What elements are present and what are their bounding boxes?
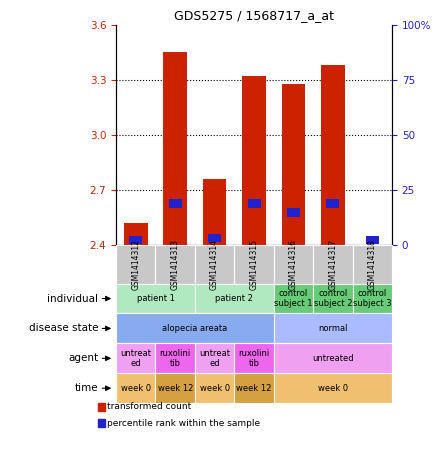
Text: patient 2: patient 2 — [215, 294, 253, 303]
Text: time: time — [75, 383, 99, 393]
Bar — [208, 234, 221, 242]
Bar — [155, 245, 195, 284]
Bar — [116, 284, 195, 313]
Text: GSM1414317: GSM1414317 — [328, 239, 337, 289]
Bar — [195, 245, 234, 284]
Text: GSM1414318: GSM1414318 — [368, 239, 377, 289]
Bar — [326, 199, 339, 207]
Bar — [234, 245, 274, 284]
Text: week 12: week 12 — [237, 384, 272, 393]
Bar — [99, 419, 106, 427]
Text: untreated: untreated — [312, 354, 354, 363]
Bar — [274, 373, 392, 403]
Text: GSM1414315: GSM1414315 — [250, 239, 258, 289]
Text: week 12: week 12 — [158, 384, 193, 393]
Bar — [99, 403, 106, 411]
Bar — [116, 245, 155, 284]
Bar — [274, 343, 392, 373]
Text: control
subject 1: control subject 1 — [274, 289, 313, 308]
Text: GSM1414316: GSM1414316 — [289, 239, 298, 289]
Text: ruxolini
tib: ruxolini tib — [159, 349, 191, 368]
Text: untreat
ed: untreat ed — [120, 349, 151, 368]
Text: agent: agent — [68, 353, 99, 363]
Text: ruxolini
tib: ruxolini tib — [238, 349, 270, 368]
Text: transformed count: transformed count — [107, 402, 192, 411]
Bar — [169, 199, 182, 207]
Text: GSM1414314: GSM1414314 — [210, 239, 219, 289]
Text: GSM1414312: GSM1414312 — [131, 239, 140, 289]
Text: week 0: week 0 — [121, 384, 151, 393]
Bar — [353, 284, 392, 313]
Text: week 0: week 0 — [318, 384, 348, 393]
Text: week 0: week 0 — [200, 384, 230, 393]
Bar — [274, 313, 392, 343]
Text: disease state: disease state — [29, 323, 99, 333]
Bar — [366, 236, 379, 244]
Bar — [129, 236, 142, 244]
Bar — [353, 245, 392, 284]
Bar — [163, 53, 187, 245]
Bar — [155, 373, 195, 403]
Bar — [274, 245, 313, 284]
Bar — [116, 343, 155, 373]
Text: control
subject 3: control subject 3 — [353, 289, 392, 308]
Bar — [282, 83, 305, 245]
Bar — [247, 199, 261, 207]
Bar — [155, 343, 195, 373]
Bar — [116, 313, 274, 343]
Bar — [195, 343, 234, 373]
Bar — [287, 208, 300, 217]
Text: normal: normal — [318, 324, 348, 333]
Bar — [195, 284, 274, 313]
Bar — [313, 284, 353, 313]
Bar — [274, 284, 313, 313]
Text: control
subject 2: control subject 2 — [314, 289, 352, 308]
Text: GSM1414313: GSM1414313 — [171, 239, 180, 289]
Bar — [313, 245, 353, 284]
Text: percentile rank within the sample: percentile rank within the sample — [107, 419, 261, 428]
Bar — [116, 373, 155, 403]
Bar — [124, 222, 148, 245]
Bar — [203, 179, 226, 245]
Title: GDS5275 / 1568717_a_at: GDS5275 / 1568717_a_at — [174, 10, 334, 22]
Bar — [234, 373, 274, 403]
Text: individual: individual — [47, 294, 99, 304]
Text: untreat
ed: untreat ed — [199, 349, 230, 368]
Bar — [195, 373, 234, 403]
Bar — [321, 65, 345, 245]
Bar — [234, 343, 274, 373]
Text: alopecia areata: alopecia areata — [162, 324, 227, 333]
Text: patient 1: patient 1 — [137, 294, 174, 303]
Bar — [242, 76, 266, 245]
